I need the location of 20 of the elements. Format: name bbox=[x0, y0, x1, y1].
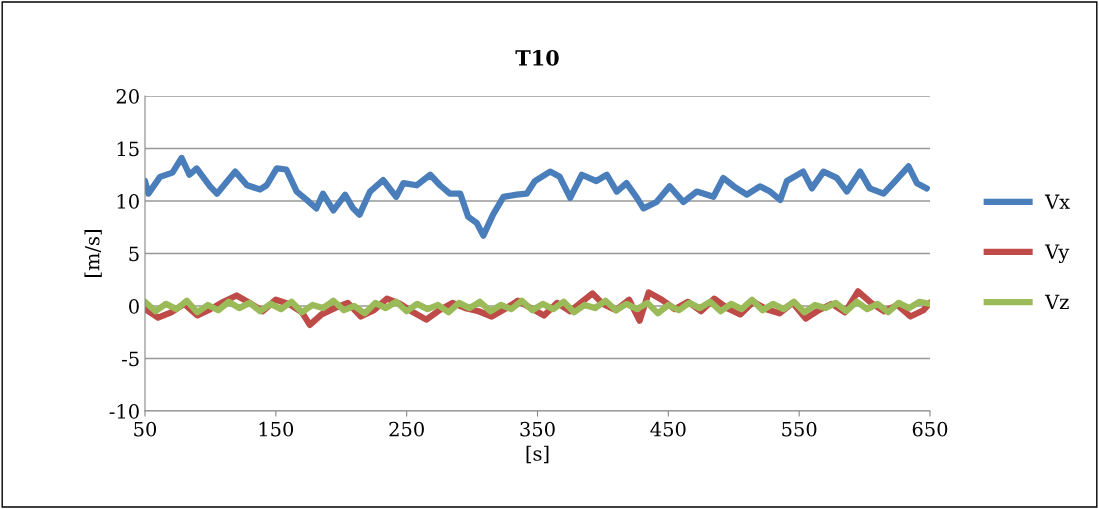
chart-title: T10 bbox=[515, 49, 559, 66]
y-tick-label: 15 bbox=[117, 141, 139, 157]
x-tick-label: 250 bbox=[389, 421, 424, 437]
y-tick-label: -10 bbox=[109, 403, 139, 419]
legend-label: Vx bbox=[1044, 194, 1070, 209]
y-tick-label: 5 bbox=[129, 246, 139, 262]
y-tick-label: -5 bbox=[122, 351, 139, 367]
legend-label: Vz bbox=[1044, 294, 1069, 309]
y-tick-label: 10 bbox=[117, 193, 139, 209]
x-tick-label: 150 bbox=[259, 421, 294, 437]
y-axis-title: [m/s] bbox=[84, 230, 102, 277]
y-tick-label: 20 bbox=[116, 88, 139, 104]
x-tick-label: 550 bbox=[782, 421, 817, 437]
x-tick-label: 450 bbox=[650, 421, 686, 437]
y-tick-label: 0 bbox=[129, 298, 139, 314]
x-tick-label: 50 bbox=[134, 421, 157, 437]
legend-label: Vy bbox=[1044, 244, 1070, 264]
x-axis-title: [s] bbox=[526, 445, 549, 464]
x-tick-label: 350 bbox=[520, 421, 555, 437]
x-tick-label: 650 bbox=[912, 421, 948, 437]
